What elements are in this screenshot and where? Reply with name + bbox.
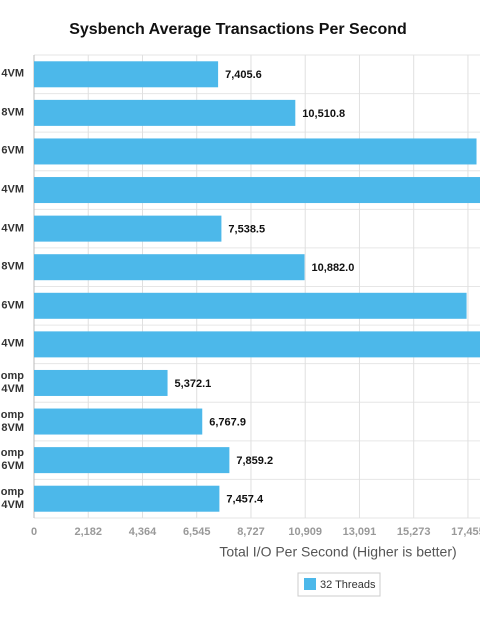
bar <box>34 215 222 242</box>
value-label: 7,538.5 <box>228 224 265 236</box>
x-tick-label: 2,182 <box>74 526 102 538</box>
y-tick-label: 8VM <box>1 260 24 273</box>
x-tick-label: 6,545 <box>183 526 211 538</box>
x-axis-title: Total I/O Per Second (Higher is better) <box>219 544 456 560</box>
bar <box>34 254 305 281</box>
legend-swatch <box>304 578 316 590</box>
y-tick-label: omp 4VM <box>0 485 24 511</box>
y-tick-label: 6VM <box>1 144 24 157</box>
chart-title: Sysbench Average Transactions Per Second <box>69 21 407 38</box>
bar <box>34 485 220 512</box>
y-tick-label: omp 6VM <box>0 447 24 473</box>
bar <box>34 177 480 204</box>
x-tick-label: 10,909 <box>288 526 322 538</box>
bar <box>34 369 168 396</box>
value-label: 10,882.0 <box>312 262 355 274</box>
value-label: 10,510.8 <box>302 108 345 120</box>
y-tick-label: omp 4VM <box>0 369 24 395</box>
y-tick-label: 4VM <box>1 337 24 350</box>
value-label: 6,767.9 <box>209 416 246 428</box>
x-tick-label: 4,364 <box>129 526 157 538</box>
bar <box>34 447 230 474</box>
value-label: 7,859.2 <box>236 455 273 467</box>
bar <box>34 99 296 126</box>
value-label: 7,405.6 <box>225 69 262 81</box>
y-tick-label: 4VM <box>1 67 24 80</box>
y-tick-label: 4VM <box>1 222 24 235</box>
bar <box>34 292 467 319</box>
bar <box>34 408 203 435</box>
x-tick-label: 13,091 <box>343 526 377 538</box>
legend-box <box>297 572 381 597</box>
value-label: 7,457.4 <box>226 494 264 506</box>
legend-label: 32 Threads <box>320 579 376 591</box>
x-tick-label: 15,273 <box>397 526 431 538</box>
y-tick-label: 6VM <box>1 299 24 312</box>
bar <box>34 61 219 88</box>
x-tick-label: 8,727 <box>237 526 265 538</box>
y-tick-label: 4VM <box>1 183 24 196</box>
bar <box>34 138 477 165</box>
value-label: 5,372.1 <box>175 378 212 390</box>
bar <box>34 331 480 358</box>
x-tick-label: 17,455 <box>451 526 480 538</box>
y-tick-label: 8VM <box>1 106 24 119</box>
y-tick-label: omp 8VM <box>0 408 24 434</box>
x-tick-label: 0 <box>31 526 37 538</box>
